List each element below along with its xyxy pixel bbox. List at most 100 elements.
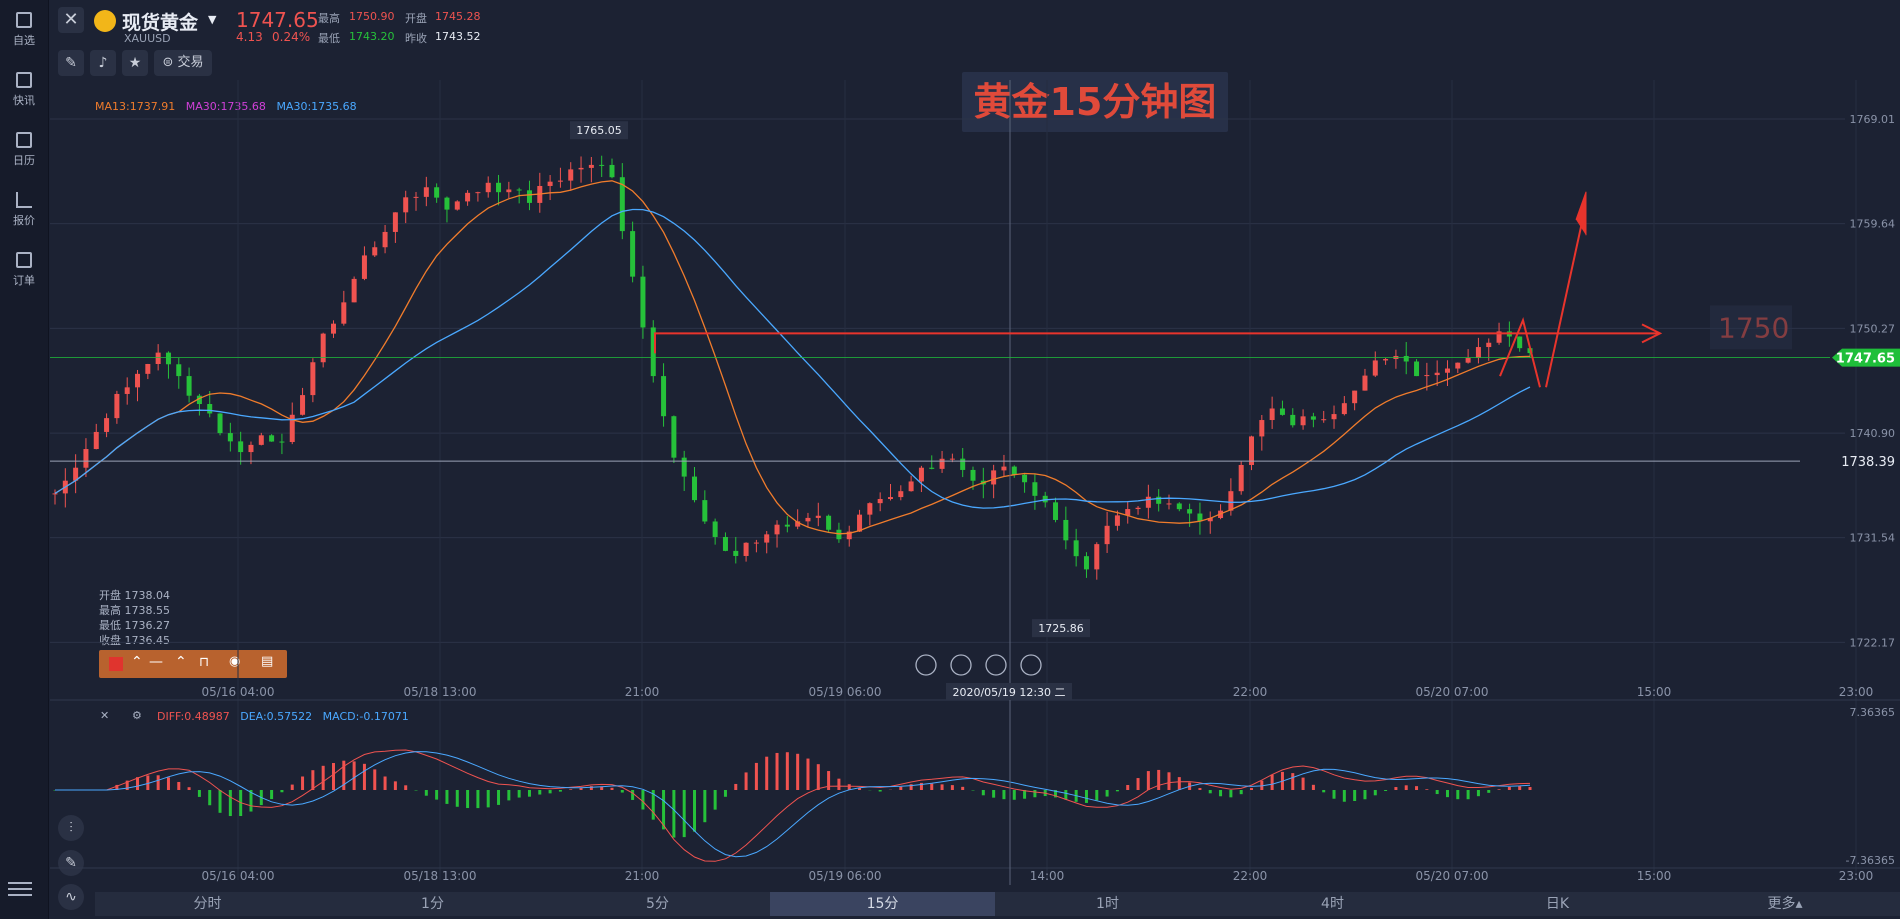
macd-bar bbox=[1115, 790, 1119, 792]
quote-icon bbox=[16, 192, 32, 208]
eye-icon[interactable]: ◉ bbox=[229, 654, 241, 669]
sidebar-item-watchlist[interactable]: 自选 bbox=[0, 4, 48, 48]
macd-bar bbox=[1250, 788, 1254, 790]
sidebar-item-orders[interactable]: 订单 bbox=[0, 244, 48, 288]
candle-body bbox=[217, 413, 223, 434]
candle-body bbox=[1414, 361, 1420, 377]
macd-bar bbox=[693, 790, 697, 832]
macd-bar bbox=[961, 786, 965, 790]
candle-body bbox=[423, 187, 429, 197]
candle-body bbox=[960, 458, 966, 470]
moving-averages bbox=[54, 180, 1531, 535]
macd-bar bbox=[1507, 786, 1511, 790]
tab-1hour[interactable]: 1时 bbox=[1096, 896, 1119, 912]
macd-bar bbox=[981, 790, 985, 796]
ma13-legend: MA13:1737.91 bbox=[95, 100, 176, 113]
candle-body bbox=[1269, 408, 1275, 421]
tab-1min[interactable]: 1分 bbox=[421, 896, 444, 912]
line-style-icon[interactable]: — bbox=[149, 654, 163, 670]
unlock-icon[interactable]: ⊓ bbox=[199, 655, 210, 670]
macd-bar bbox=[1404, 785, 1408, 790]
sidebar-item-news[interactable]: 快讯 bbox=[0, 64, 48, 108]
pencil-tool-button[interactable]: ✎ bbox=[58, 850, 84, 876]
candle-body bbox=[630, 231, 636, 277]
macd-bar bbox=[1384, 790, 1388, 791]
candle-body bbox=[908, 481, 914, 492]
candle-body bbox=[1496, 331, 1502, 343]
macd-bar bbox=[435, 790, 439, 800]
candle-body bbox=[248, 444, 254, 453]
trash-icon[interactable]: ▤ bbox=[261, 654, 274, 669]
macd-bottom-tick: -7.36365 bbox=[1846, 854, 1895, 867]
candle-body bbox=[712, 521, 718, 537]
tab-more[interactable]: 更多▴ bbox=[1767, 896, 1803, 912]
macd-bar bbox=[1208, 790, 1212, 794]
macd-bar bbox=[940, 784, 944, 790]
y-tick-label: 1731.54 bbox=[1850, 532, 1896, 545]
candle-body bbox=[599, 164, 605, 166]
chevron-down-icon[interactable]: ▼ bbox=[208, 13, 217, 26]
macd-bar bbox=[631, 790, 635, 800]
caret-up-icon-2[interactable]: ⌃ bbox=[175, 654, 187, 670]
candle-body bbox=[73, 467, 79, 481]
close-button[interactable]: ✕ bbox=[58, 7, 84, 33]
candle-body bbox=[1517, 336, 1523, 349]
crosshair-label: 2020/05/19 12:30 二 bbox=[952, 686, 1065, 699]
macd-close-icon[interactable]: ✕ bbox=[100, 709, 110, 722]
tab-timeshare[interactable]: 分时 bbox=[193, 896, 222, 912]
sidebar-item-calendar[interactable]: 日历 bbox=[0, 124, 48, 168]
favorite-button[interactable]: ★ bbox=[122, 50, 148, 76]
timeframe-bar: 分时 1分 5分 15分 1时 4时 日K 更多▴ bbox=[95, 892, 1900, 916]
macd-bar bbox=[486, 790, 490, 808]
symbol-name[interactable]: 现货黄金 bbox=[122, 12, 199, 34]
x-tick-label: 23:00 bbox=[1839, 685, 1874, 699]
alert-button[interactable]: ♪ bbox=[90, 50, 116, 76]
step-back-icon bbox=[950, 654, 972, 676]
line-tool-button[interactable]: ∿ bbox=[58, 884, 84, 910]
candle-body bbox=[1156, 496, 1162, 504]
candle-body bbox=[1083, 556, 1089, 570]
candle-body bbox=[83, 449, 89, 468]
candle-body bbox=[1053, 502, 1059, 520]
macd-bar bbox=[858, 787, 862, 790]
draw-tool-button[interactable]: ✎ bbox=[58, 50, 84, 76]
menu-icon[interactable] bbox=[8, 878, 32, 900]
bookmark-icon bbox=[16, 12, 32, 28]
ma-legend: MA13:1737.91 MA30:1735.68 MA30:1735.68 bbox=[95, 100, 357, 113]
tab-15min[interactable]: 15分 bbox=[770, 892, 995, 916]
tab-5min[interactable]: 5分 bbox=[646, 896, 669, 912]
macd-bar bbox=[1342, 790, 1346, 802]
order-icon bbox=[16, 252, 32, 268]
candle-body bbox=[1486, 342, 1492, 348]
candle-body bbox=[1424, 375, 1430, 377]
macd-bar bbox=[404, 785, 408, 790]
trade-button[interactable]: ⊜ 交易 bbox=[154, 50, 212, 76]
prev-close-label: 昨收 bbox=[405, 32, 427, 45]
candles-icon: ⫶ bbox=[69, 820, 73, 836]
hover-high: 最高 1738.55 bbox=[99, 604, 170, 617]
macd-bar bbox=[455, 790, 459, 807]
candle-body bbox=[496, 182, 502, 193]
indicator-button[interactable]: ⫶ bbox=[58, 815, 84, 841]
macd-bar bbox=[1528, 787, 1532, 790]
x-tick-label: 05/20 07:00 bbox=[1416, 685, 1489, 699]
tab-4hour[interactable]: 4时 bbox=[1321, 896, 1344, 912]
sidebar-item-quotes[interactable]: 报价 bbox=[0, 184, 48, 228]
macd-bar bbox=[1136, 778, 1140, 790]
candle-body bbox=[196, 395, 202, 405]
macd-settings-icon[interactable]: ⚙ bbox=[132, 709, 142, 722]
caret-up-icon[interactable]: ⌃ bbox=[131, 654, 143, 670]
candle-body bbox=[454, 201, 460, 210]
x-tick-label: 05/19 06:00 bbox=[809, 685, 882, 699]
zoom-out-icon bbox=[915, 654, 937, 676]
projection-arrow bbox=[1545, 208, 1586, 388]
candle-body bbox=[516, 189, 522, 191]
macd-panel bbox=[53, 749, 1532, 862]
color-swatch-button[interactable] bbox=[109, 657, 123, 671]
macd-bar bbox=[765, 756, 769, 790]
candle-body bbox=[351, 278, 357, 303]
tab-day[interactable]: 日K bbox=[1545, 896, 1570, 912]
x-tick-label: 15:00 bbox=[1637, 685, 1672, 699]
candle-body bbox=[165, 352, 171, 365]
